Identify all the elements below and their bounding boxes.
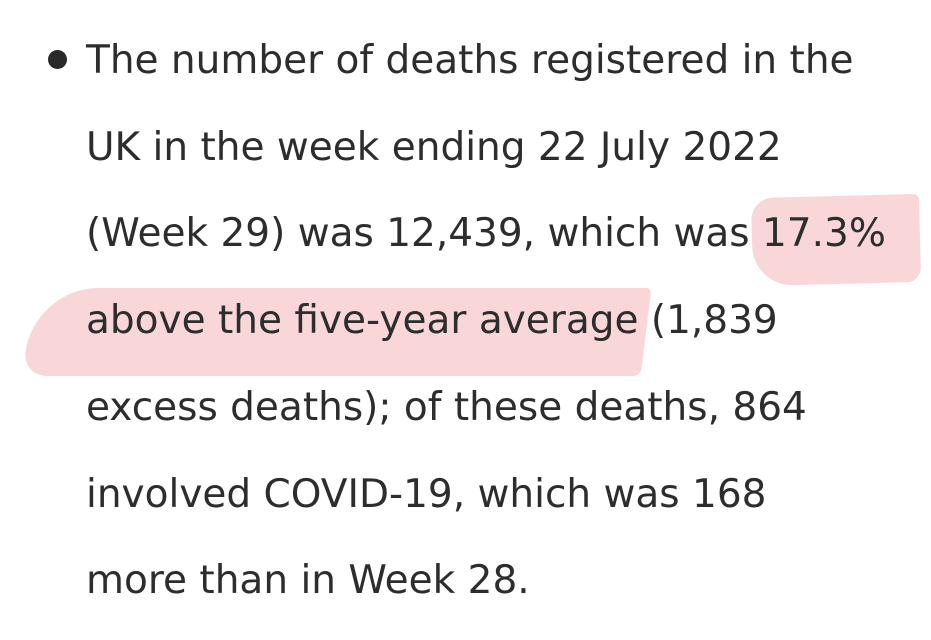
paragraph-line-1: The number of deaths registered in the	[86, 38, 854, 83]
paragraph-line-2: UK in the week ending 22 July 2022	[86, 125, 782, 170]
bullet-point-icon	[48, 50, 67, 69]
paragraph-line-5: excess deaths); of these deaths, 864	[86, 385, 807, 430]
paragraph-line-6: involved COVID-19, which was 168	[86, 472, 767, 517]
paragraph-line-3: (Week 29) was 12,439, which was 17.3%	[86, 211, 886, 256]
paragraph-line-4: above the five-year average (1,839	[86, 298, 778, 343]
paragraph-line-7: more than in Week 28.	[86, 558, 530, 603]
